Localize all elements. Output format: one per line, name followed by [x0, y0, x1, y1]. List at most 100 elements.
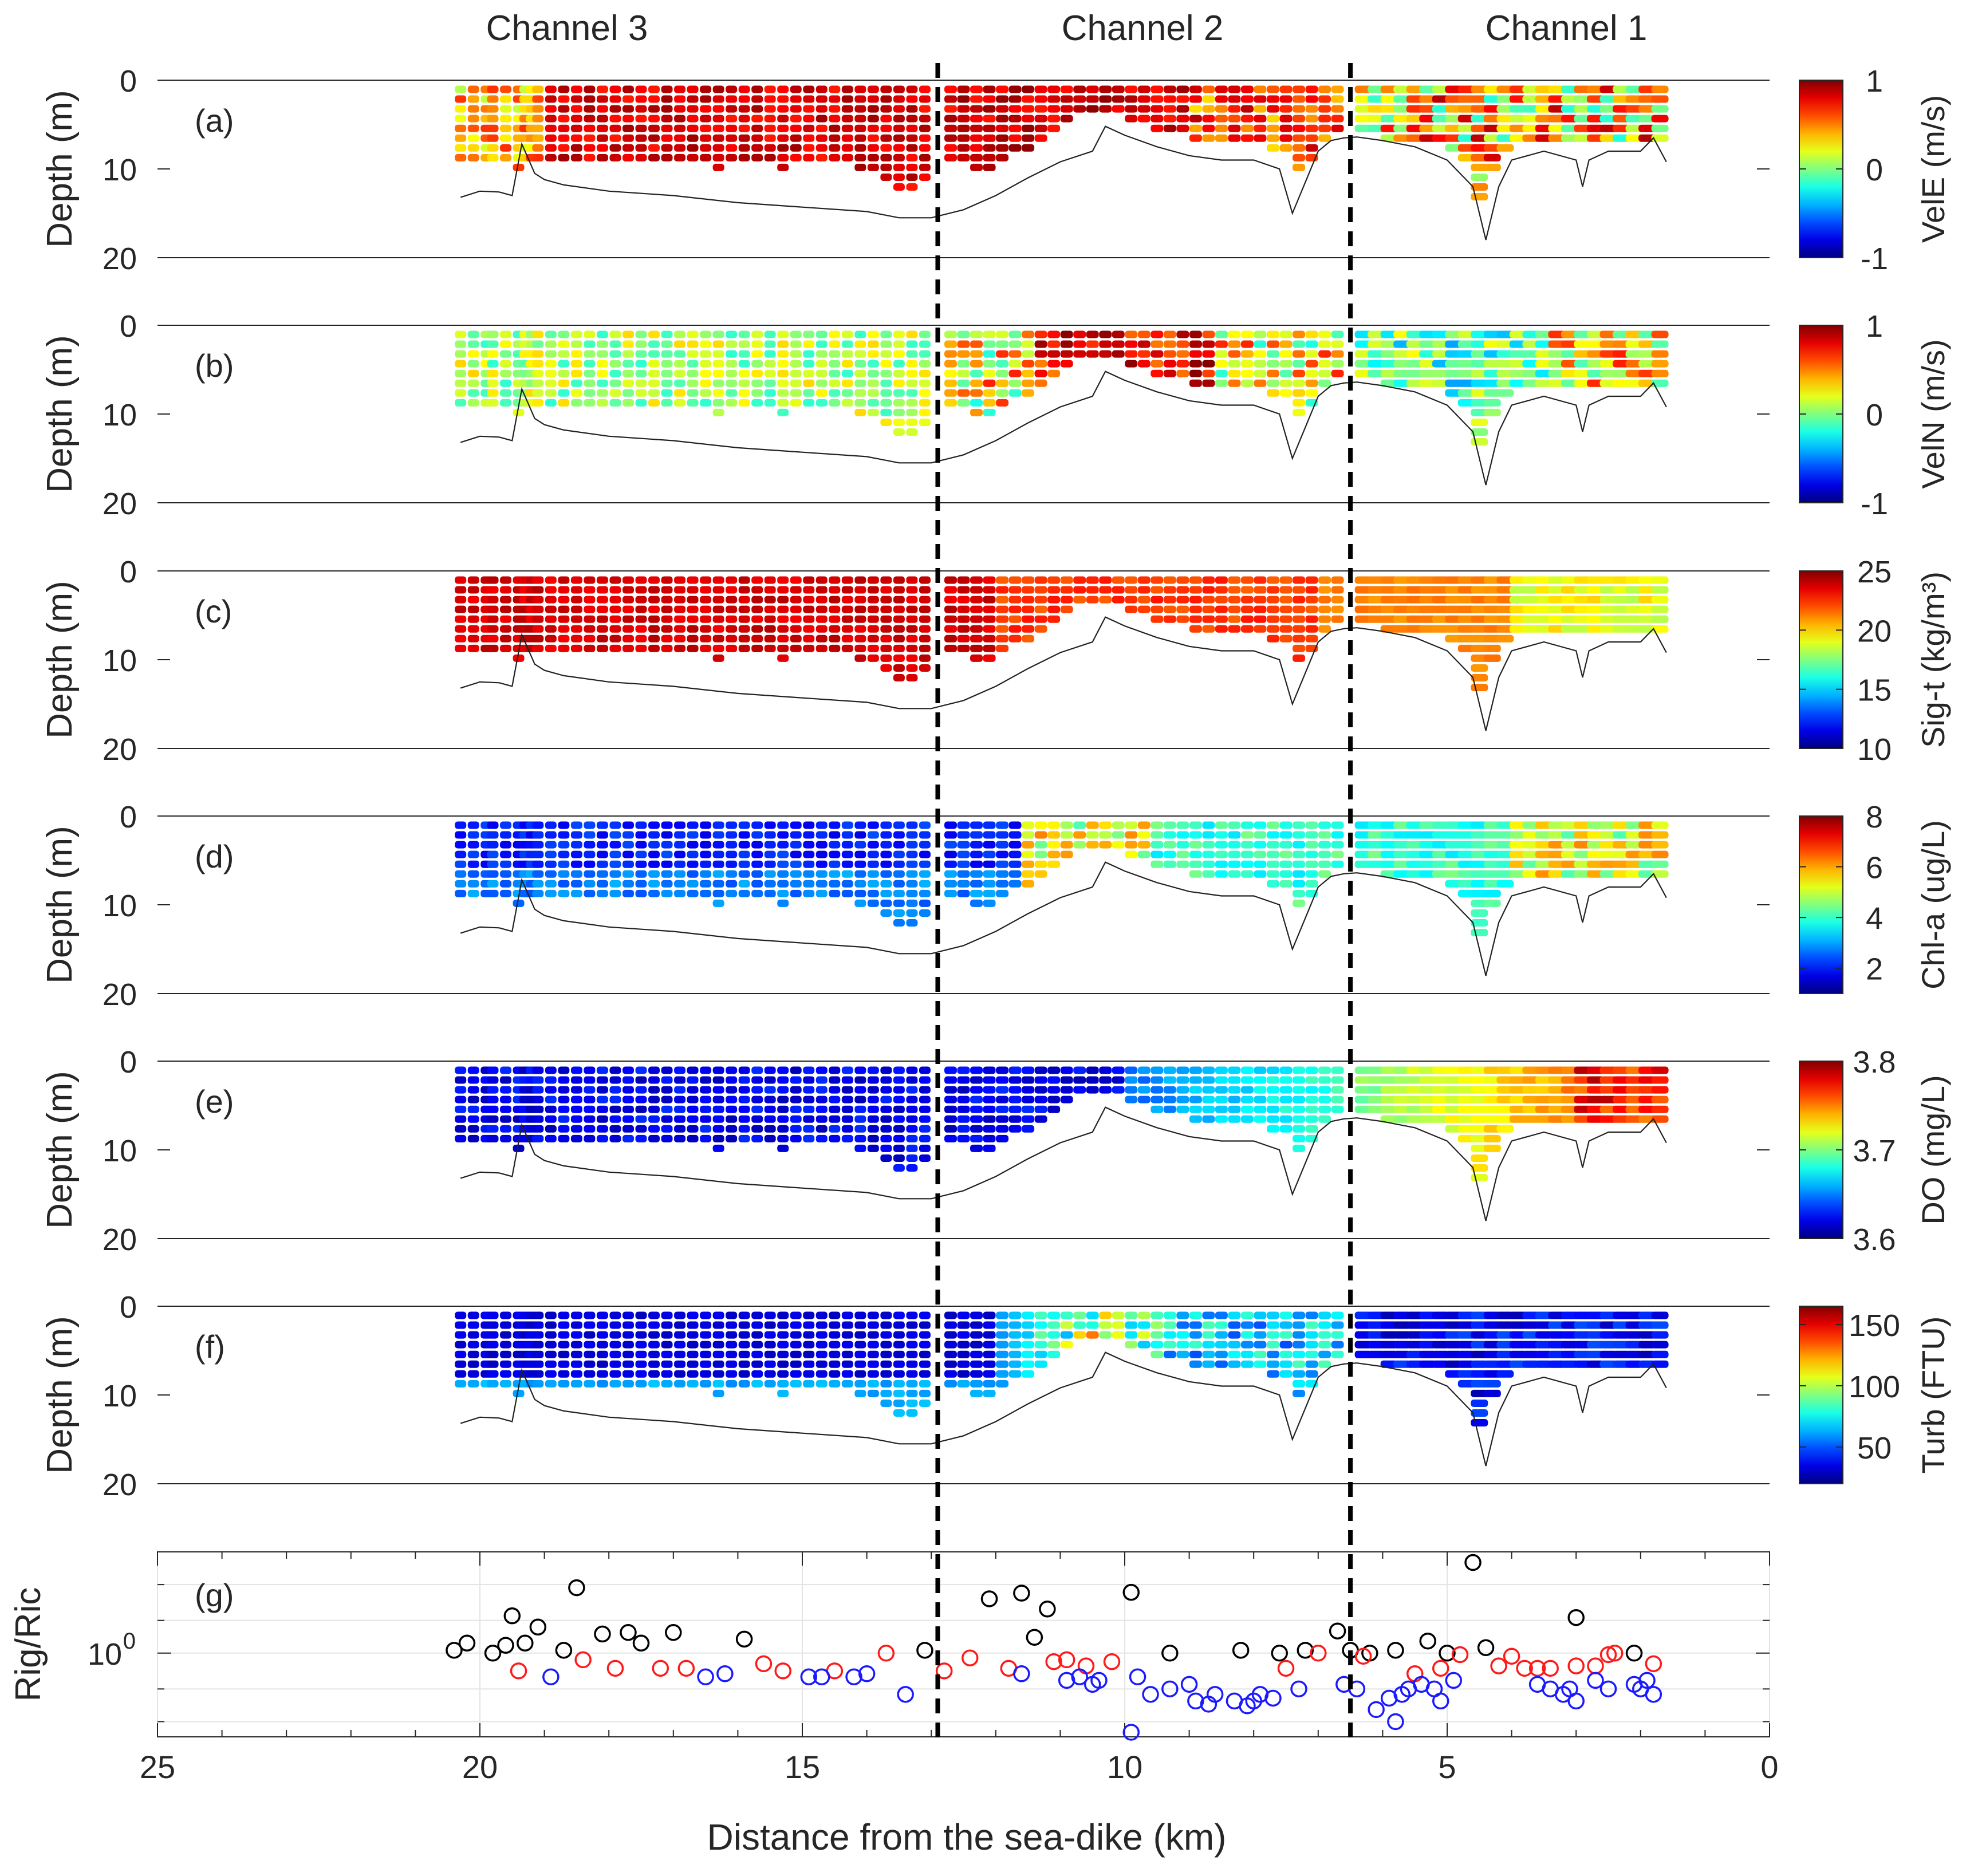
cast-sample: [687, 605, 699, 613]
cast-sample: [545, 625, 557, 633]
cast-sample: [1240, 105, 1254, 113]
cast-sample: [1151, 95, 1164, 103]
cast-sample: [867, 644, 879, 652]
cast-sample: [558, 115, 570, 123]
cast-sample: [1202, 586, 1215, 594]
cast-column: [1586, 576, 1604, 633]
cast-sample: [777, 1341, 789, 1349]
cast-sample: [803, 144, 815, 152]
cast-sample: [1471, 1144, 1488, 1152]
cast-sample: [815, 360, 828, 368]
cast-column: [983, 1066, 996, 1152]
cast-sample: [1393, 576, 1411, 584]
cast-sample: [1266, 870, 1279, 878]
cast-sample: [841, 134, 853, 142]
cast-sample: [944, 144, 957, 152]
cast-sample: [1086, 340, 1099, 348]
cast-sample: [609, 605, 621, 613]
cast-column: [1305, 1066, 1318, 1142]
cast-sample: [854, 1350, 866, 1358]
cast-sample: [1574, 625, 1591, 633]
cast-column: [687, 85, 699, 161]
ri-point: [897, 1686, 914, 1703]
cast-sample: [1305, 95, 1318, 103]
cast-sample: [1034, 596, 1047, 604]
ri-point: [555, 1642, 573, 1659]
cast-sample: [570, 1370, 582, 1378]
cast-sample: [584, 586, 596, 594]
cast-sample: [1202, 1331, 1215, 1339]
cast-sample: [1638, 841, 1656, 849]
cast-sample: [1535, 360, 1553, 368]
cast-sample: [1022, 1341, 1035, 1349]
cast-sample: [674, 860, 686, 868]
ri-point: [594, 1625, 611, 1643]
cast-sample: [1293, 330, 1306, 338]
cast-sample: [1613, 1341, 1630, 1349]
cast-sample: [1406, 1105, 1424, 1113]
cast-sample: [815, 831, 828, 839]
cast-column: [1022, 1066, 1035, 1133]
cast-sample: [1380, 586, 1398, 594]
cast-sample: [609, 330, 621, 338]
cast-sample: [854, 350, 866, 358]
cast-sample: [1266, 1105, 1279, 1113]
cast-sample: [622, 880, 634, 888]
cast-column: [790, 1311, 802, 1388]
cast-sample: [1318, 1360, 1331, 1368]
cast-sample: [777, 389, 789, 397]
cast-sample: [906, 821, 918, 829]
cast-sample: [1445, 105, 1463, 113]
colorbar-label: DO (mg/L): [1915, 1075, 1951, 1224]
cast-sample: [1368, 124, 1385, 132]
cast-sample: [790, 95, 802, 103]
cast-sample: [996, 1380, 1009, 1388]
cast-sample: [919, 605, 931, 613]
cast-sample: [1293, 1331, 1306, 1339]
cast-sample: [661, 850, 673, 858]
ri-point: [916, 1642, 933, 1659]
cast-sample: [1228, 1321, 1241, 1329]
cast-column: [1651, 85, 1669, 142]
cast-sample: [867, 153, 879, 161]
cast-sample: [1625, 85, 1643, 93]
cast-sample: [1151, 596, 1164, 604]
cast-sample: [1483, 1115, 1501, 1123]
cast-column: [712, 1311, 724, 1397]
cast-sample: [1457, 841, 1475, 849]
cast-sample: [1279, 389, 1293, 397]
colorbar-tick-label: 3.8: [1853, 1045, 1896, 1079]
cast-sample: [1483, 340, 1501, 348]
cast-column: [1561, 85, 1578, 142]
colorbar-label: Turb (FTU): [1915, 1317, 1951, 1474]
cast-sample: [1305, 340, 1318, 348]
cast-sample: [622, 1331, 634, 1339]
cast-sample: [609, 85, 621, 93]
cast-sample: [674, 350, 686, 358]
cast-sample: [1625, 95, 1643, 103]
cast-sample: [584, 134, 596, 142]
cast-sample: [1073, 330, 1086, 338]
cast-sample: [726, 1370, 738, 1378]
cast-sample: [1406, 821, 1424, 829]
cast-sample: [1548, 134, 1566, 142]
cast-sample: [500, 850, 512, 858]
cast-sample: [970, 1380, 983, 1388]
cast-sample: [944, 360, 957, 368]
cast-sample: [1471, 596, 1488, 604]
cast-sample: [1163, 1105, 1176, 1113]
cast-sample: [1279, 1341, 1293, 1349]
cast-sample: [970, 850, 983, 858]
cast-sample: [532, 330, 544, 338]
cast-sample: [1483, 1360, 1501, 1368]
cast-sample: [467, 1341, 479, 1349]
cast-sample: [1266, 1115, 1279, 1123]
cast-sample: [944, 625, 957, 633]
cast-column: [1368, 821, 1385, 868]
cast-sample: [712, 1321, 724, 1329]
cast-sample: [983, 350, 996, 358]
cast-sample: [596, 1134, 608, 1142]
cast-sample: [584, 1341, 596, 1349]
cast-sample: [996, 389, 1009, 397]
